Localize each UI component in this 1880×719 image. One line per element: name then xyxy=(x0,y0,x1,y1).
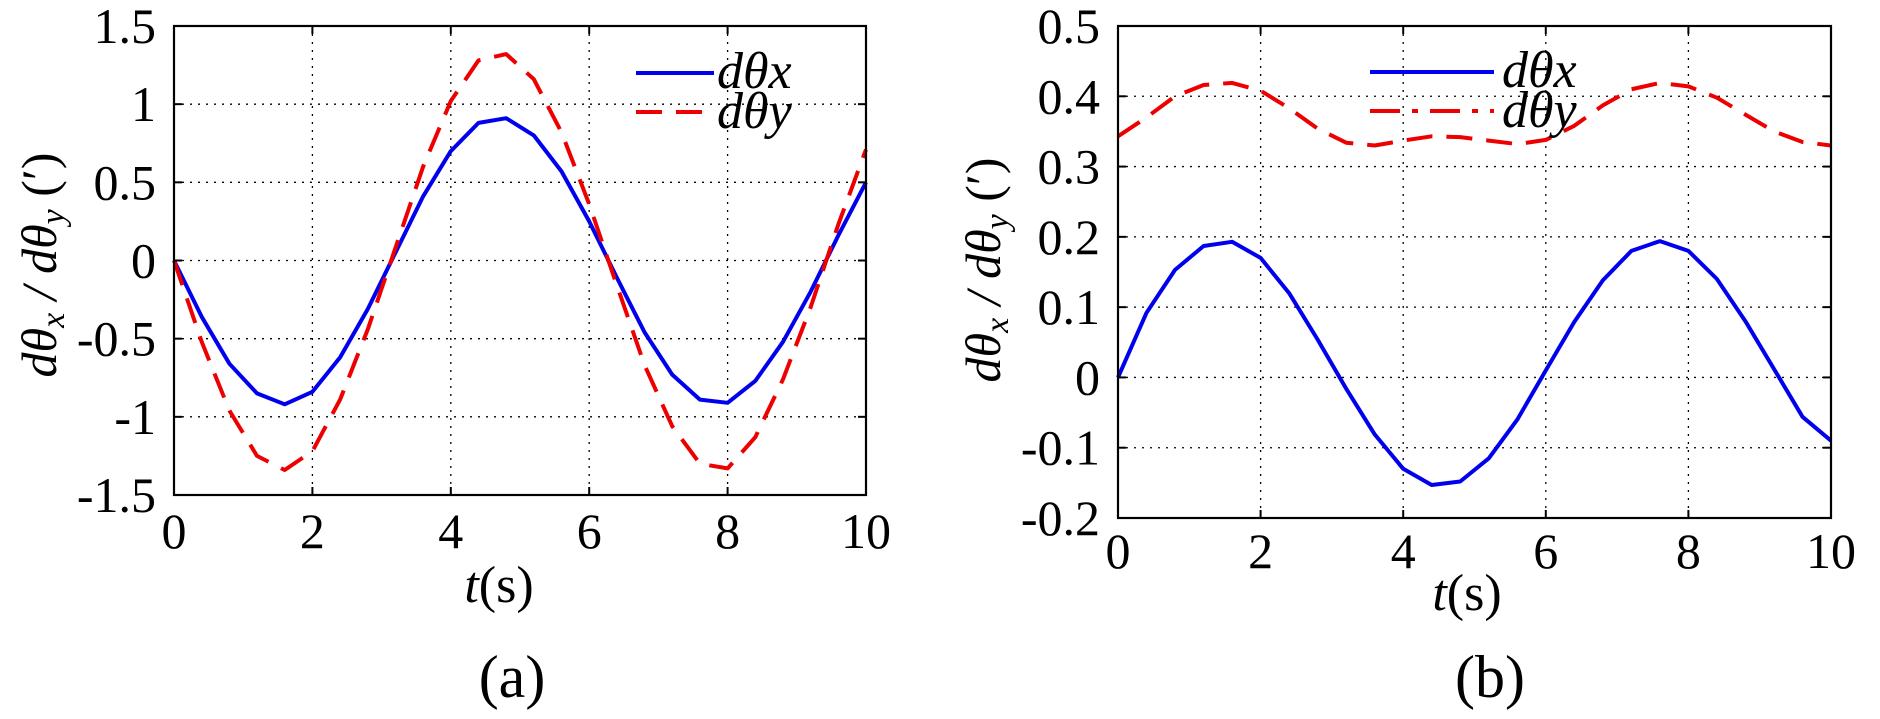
x-tick-label: 8 xyxy=(715,503,740,559)
caption-a: (a) xyxy=(479,644,546,710)
x-axis-label-b: t(s) xyxy=(1432,565,1501,622)
y-axis-label-a: dθx / dθy (′) xyxy=(11,153,72,378)
legend-b: dθx dθy xyxy=(1370,42,1578,139)
y-tick-label: -1.5 xyxy=(77,467,156,523)
series-layer-b xyxy=(1116,80,1833,487)
y-tick-label: 0.5 xyxy=(1038,0,1101,54)
series-line-dthetax-a xyxy=(172,116,868,407)
ytick-labels-b: 0.5 0.4 0.3 0.2 0.1 0 -0.1 -0.2 xyxy=(1021,0,1100,546)
x-tick-label: 0 xyxy=(1106,523,1131,579)
y-tick-label: -1 xyxy=(114,389,156,445)
y-tick-label: 0.1 xyxy=(1038,279,1101,335)
y-tick-label: -0.5 xyxy=(77,311,156,367)
legend-a: dθx dθy xyxy=(636,43,793,140)
plot-frame-b xyxy=(1116,24,1833,520)
x-tick-label: 2 xyxy=(300,503,325,559)
y-tick-label: 0 xyxy=(131,233,156,289)
caption-b: (b) xyxy=(1455,644,1525,710)
y-tick-label: -0.2 xyxy=(1021,490,1100,546)
x-tick-label: 10 xyxy=(1806,523,1856,579)
x-tick-label: 4 xyxy=(1391,523,1416,579)
x-tick-label: 4 xyxy=(438,503,463,559)
series-line-dthetay-a xyxy=(172,52,868,472)
y-tick-label: -0.1 xyxy=(1021,420,1100,476)
xtick-labels-a: 0 2 4 6 8 10 xyxy=(162,503,892,559)
y-tick-label: 0.2 xyxy=(1038,209,1101,265)
series-line-dthetay-b xyxy=(1116,80,1832,148)
chart-panel-a: 1.510.50-0.5-1-1.5 0 2 4 6 8 10 dθx dθy t(s) … xyxy=(11,0,891,710)
x-tick-label: 2 xyxy=(1248,523,1273,579)
tick-marks-b xyxy=(1117,25,1832,519)
y-tick-label: 0.5 xyxy=(94,154,157,210)
tick-marks-a xyxy=(173,25,867,496)
y-tick-label: 1.5 xyxy=(94,0,157,54)
legend-label-dthetax-a: dθx xyxy=(717,43,792,100)
ytick-labels-a: 1.5 1 0.5 0 -0.5 -1 -1.5 xyxy=(77,0,156,523)
series-layer-a xyxy=(172,52,868,472)
y-tick-label: 0.3 xyxy=(1038,139,1101,195)
x-tick-label: 6 xyxy=(1533,523,1558,579)
chart-panel-b: 0.50.40.30.20.10-0.1-0.2 0 2 4 6 8 10 dθx dθy… xyxy=(955,0,1856,710)
xtick-labels-b: 0 2 4 6 8 10 xyxy=(1106,523,1857,579)
y-axis-label-b: dθx / dθy (′) xyxy=(955,158,1016,383)
y-tick-label: 1 xyxy=(131,76,156,132)
x-tick-label: 10 xyxy=(841,503,891,559)
y-tick-label: 0.4 xyxy=(1038,68,1101,124)
y-tick-label: 0 xyxy=(1075,349,1100,405)
x-axis-label-a: t(s) xyxy=(464,557,533,614)
x-tick-label: 0 xyxy=(162,503,187,559)
x-tick-label: 6 xyxy=(577,503,602,559)
legend-label-dthetay-a: dθy xyxy=(717,83,793,140)
legend-label-dthetay-b: dθy xyxy=(1502,82,1578,139)
series-line-dthetax-b xyxy=(1116,239,1833,487)
x-tick-label: 8 xyxy=(1676,523,1701,579)
legend-label-dthetax-b: dθx xyxy=(1502,42,1577,99)
